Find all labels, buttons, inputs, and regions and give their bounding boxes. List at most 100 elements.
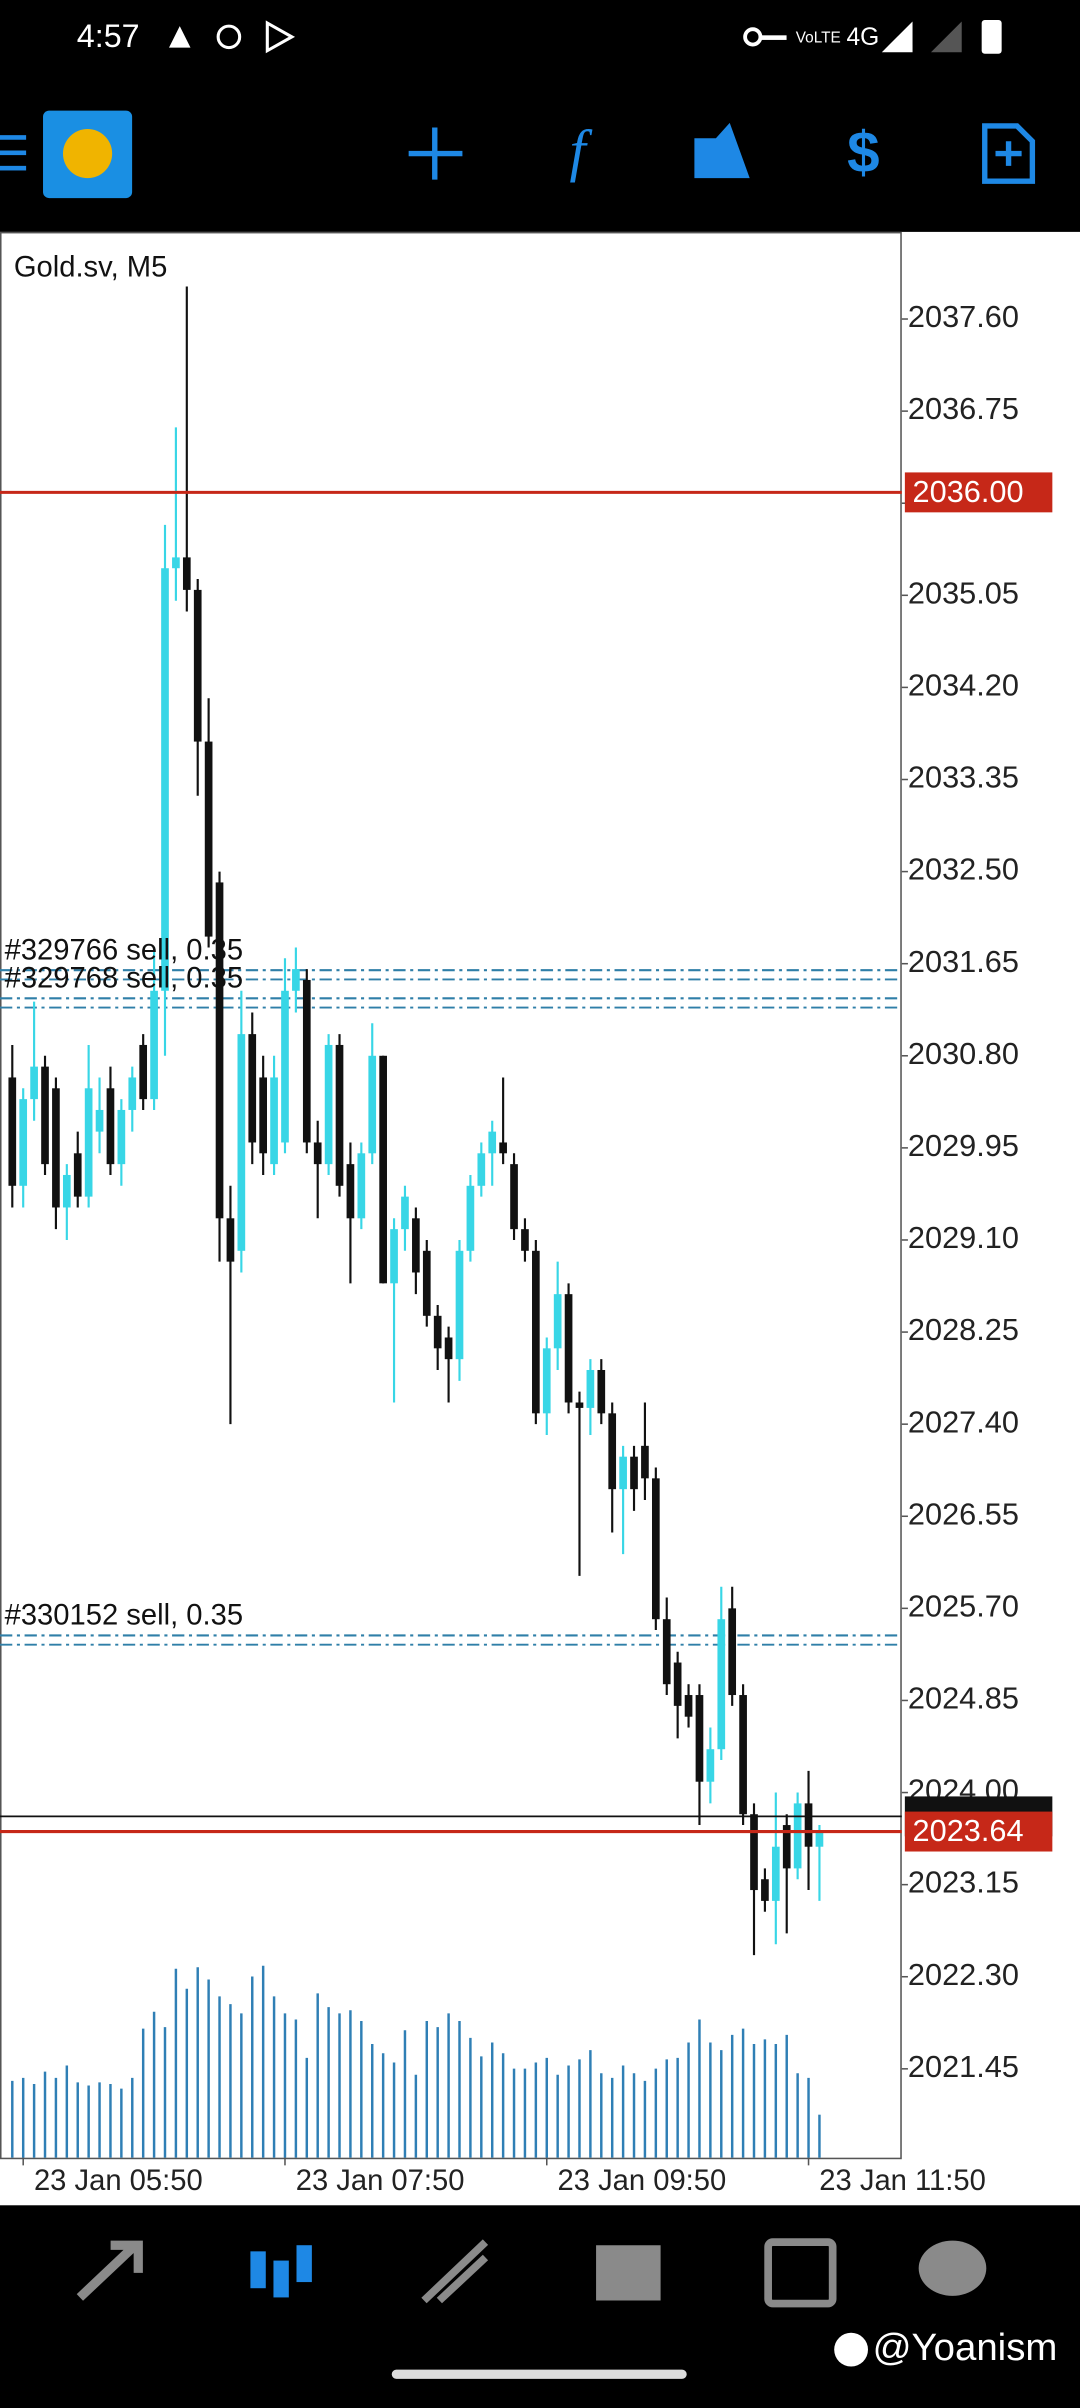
candle-body [204, 741, 213, 937]
y-tick-label: 2034.20 [908, 668, 1019, 703]
y-tick-label: 2024.85 [908, 1681, 1019, 1716]
candle-body [499, 1142, 507, 1154]
y-tick-label: 2029.10 [908, 1220, 1019, 1255]
candle-body [270, 1077, 278, 1165]
news-tab[interactable] [764, 2238, 837, 2308]
play-icon [265, 20, 296, 54]
candle-body [444, 1337, 453, 1360]
quotes-tab[interactable] [76, 2240, 143, 2301]
candle-body [564, 1294, 573, 1403]
candle-body [651, 1478, 660, 1620]
menu-button[interactable] [0, 135, 27, 140]
y-tick-label: 2023.15 [908, 1865, 1019, 1900]
candle-body [466, 1185, 475, 1251]
candle-body [739, 1695, 747, 1815]
candle-body [73, 1153, 82, 1197]
menu-line [0, 165, 27, 171]
y-tick-label: 2026.55 [908, 1496, 1019, 1531]
y-tick-label: 2031.65 [908, 944, 1019, 979]
signal-icon-2 [930, 21, 962, 53]
candle-body [62, 1174, 71, 1208]
y-tick-label: 2030.80 [908, 1036, 1019, 1071]
chart-area [0, 231, 1080, 2206]
candle-body [313, 1142, 322, 1165]
trade-button[interactable]: $ [847, 120, 879, 185]
candle-body [695, 1695, 704, 1782]
candle-body [30, 1066, 38, 1100]
candle-body [641, 1445, 649, 1479]
candle-body [128, 1077, 137, 1110]
candle-body [455, 1250, 464, 1360]
facebook-icon [834, 2332, 868, 2367]
candle-body [84, 1088, 93, 1197]
candle-body [684, 1695, 693, 1717]
candle-body [161, 568, 169, 991]
y-tick-label: 2033.35 [908, 760, 1019, 795]
candle-body [193, 589, 202, 742]
candle-body [52, 1088, 60, 1208]
candle-body [368, 1055, 377, 1154]
candle-body [346, 1164, 355, 1219]
trade-tab[interactable] [421, 2239, 489, 2304]
order-label: #329766 sell, 0.35 [5, 934, 243, 966]
candle-body [433, 1315, 442, 1349]
chart-tab-candle [273, 2260, 289, 2298]
candle-body [662, 1619, 671, 1685]
candle-body [19, 1099, 28, 1186]
candle-body [41, 1066, 49, 1165]
candle-body [761, 1879, 769, 1901]
candle-body [510, 1164, 518, 1230]
alert-icon [168, 26, 191, 48]
candle-body [608, 1413, 617, 1490]
candle-body [292, 969, 300, 991]
y-tick-label: 2027.40 [908, 1404, 1019, 1439]
candle-body [804, 1803, 813, 1847]
candle-body [488, 1131, 497, 1154]
x-tick-label: 23 Jan 09:50 [558, 2165, 727, 2197]
candle-body [8, 1077, 17, 1186]
y-tick-label: 2032.50 [908, 852, 1019, 887]
candle-body [150, 990, 158, 1100]
candle-body [630, 1456, 638, 1490]
x-tick-label: 23 Jan 07:50 [296, 2165, 465, 2197]
y-tick-label: 2021.45 [908, 2049, 1019, 2084]
crosshair-button[interactable] [408, 127, 463, 180]
price-level-box [904, 1811, 1053, 1852]
candle-body [139, 1044, 148, 1100]
bottom-nav [76, 2238, 987, 2308]
chat-tab[interactable] [918, 2240, 987, 2296]
candle-body [782, 1825, 791, 1869]
price-level-label: 2036.00 [913, 474, 1024, 509]
candle-body [619, 1456, 627, 1490]
candle-body [575, 1402, 584, 1408]
volte-icon: VoLTE [796, 29, 841, 46]
new-order-button[interactable] [982, 123, 1036, 184]
chart-title: Gold.sv, M5 [14, 251, 167, 283]
candle-body [815, 1831, 824, 1847]
candle-body [401, 1196, 409, 1230]
candle-body [182, 557, 191, 590]
chart-tab[interactable] [250, 2245, 312, 2298]
key-icon [760, 35, 787, 40]
candle-body [357, 1153, 366, 1219]
network-type: 4G [846, 24, 879, 51]
y-tick-label: 2035.05 [908, 575, 1019, 610]
plot-border [0, 231, 902, 2160]
candle-body [226, 1218, 235, 1262]
objects-button[interactable] [694, 122, 750, 179]
price-level-label: 2023.64 [913, 1813, 1024, 1848]
candle-body [215, 882, 224, 1219]
candle-body [597, 1369, 606, 1414]
app-logo [62, 129, 113, 179]
y-tick-label: 2028.25 [908, 1312, 1019, 1347]
x-tick-label: 23 Jan 05:50 [34, 2165, 203, 2197]
candle-body [542, 1348, 551, 1414]
order-label: #329768 sell, 0.35 [5, 963, 243, 995]
candle-body [673, 1662, 682, 1706]
candle-body [281, 990, 289, 1143]
menu-line [0, 150, 27, 156]
chart-tab-candle [296, 2245, 312, 2283]
history-tab[interactable] [596, 2245, 661, 2301]
gear-icon [216, 24, 242, 50]
plot: #329766 sell, 0.35#329768 sell, 0.35 #330… [0, 286, 1053, 2197]
